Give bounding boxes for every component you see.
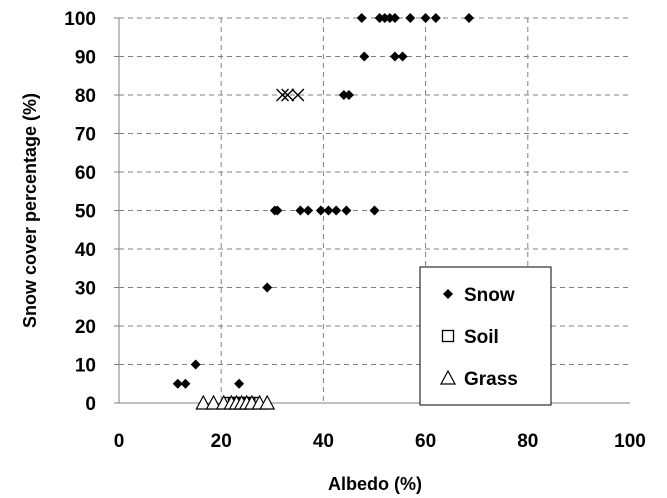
data-point-snow <box>172 378 183 389</box>
data-point-grass <box>259 394 276 410</box>
y-tick-label: 60 <box>75 163 96 184</box>
data-point-snow <box>389 13 400 23</box>
x-tick-label: 0 <box>114 431 125 452</box>
data-point-snow <box>272 205 283 216</box>
data-point-snow <box>323 205 334 216</box>
tick-labels: 0 10 20 30 40 50 60 70 80 90 100 0 20 40 60 80 100 <box>64 9 646 452</box>
x-tick-label: 100 <box>614 431 646 452</box>
y-tick-label: 30 <box>75 279 96 300</box>
x-tick-label: 60 <box>415 431 436 452</box>
data-point-snow <box>405 13 416 23</box>
data-point-snow <box>341 205 352 216</box>
data-point-unlabeled <box>276 88 290 102</box>
data-point-snow <box>356 13 367 23</box>
data-point-snow <box>384 13 395 23</box>
y-tick-label: 70 <box>75 125 96 146</box>
data-point-snow <box>180 378 191 389</box>
data-point-snow <box>338 90 349 100</box>
data-point-unlabeled <box>291 88 305 102</box>
y-tick-label: 90 <box>75 48 96 69</box>
legend: Snow Soil Grass <box>419 266 552 406</box>
data-point-snow <box>295 205 306 216</box>
y-tick-label: 40 <box>75 240 96 261</box>
data-point-snow <box>464 13 475 23</box>
y-tick-label: 100 <box>64 9 96 30</box>
data-point-snow <box>379 13 390 23</box>
y-tick-label: 50 <box>75 202 96 223</box>
data-point-snow <box>331 205 342 216</box>
data-point-unlabeled <box>281 88 295 102</box>
legend-marker-snow <box>443 289 453 299</box>
legend-label-grass: Grass <box>464 369 518 390</box>
data-point-snow <box>359 51 370 62</box>
legend-label-soil: Soil <box>464 327 499 348</box>
data-point-snow <box>420 13 431 23</box>
data-point-snow <box>369 205 380 216</box>
data-points <box>172 13 475 410</box>
x-tick-label: 40 <box>313 431 334 452</box>
legend-marker-grass <box>439 369 457 385</box>
data-point-snow <box>262 282 273 293</box>
y-tick-label: 20 <box>75 317 96 338</box>
data-point-snow <box>303 205 314 216</box>
data-point-snow <box>234 378 245 389</box>
data-point-grass <box>205 394 222 410</box>
data-point-grass <box>195 394 212 410</box>
data-point-snow <box>430 13 441 23</box>
data-point-snow <box>374 13 385 23</box>
y-axis-title: Snow cover percentage (%) <box>20 93 40 328</box>
y-tick-label: 0 <box>85 394 96 415</box>
data-point-snow <box>190 359 201 370</box>
data-point-snow <box>389 51 400 62</box>
legend-label-snow: Snow <box>464 285 515 306</box>
data-point-snow <box>315 205 326 216</box>
data-point-snow <box>397 51 408 62</box>
x-tick-label: 20 <box>211 431 232 452</box>
y-tick-label: 80 <box>75 86 96 107</box>
x-axis-title: Albedo (%) <box>328 474 422 494</box>
data-point-snow <box>343 90 354 100</box>
x-tick-label: 80 <box>517 431 538 452</box>
legend-marker-soil <box>441 329 455 343</box>
y-tick-label: 10 <box>75 356 96 377</box>
